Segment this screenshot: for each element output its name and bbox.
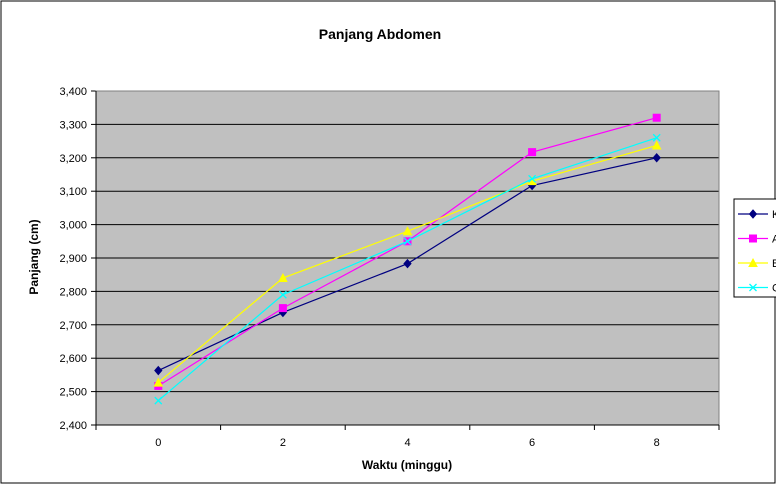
y-tick-label: 3,400 (59, 86, 87, 98)
data-point (278, 272, 288, 283)
legend-item: A (738, 234, 776, 246)
x-tick-label: 4 (404, 437, 410, 449)
x-tick-label: 8 (654, 437, 660, 449)
y-tick-label: 2,500 (59, 387, 87, 399)
data-point (652, 153, 661, 163)
legend-item: C (738, 283, 776, 295)
data-point (402, 226, 413, 236)
y-tick-label: 2,900 (59, 253, 87, 265)
y-tick-label: 3,300 (59, 119, 87, 131)
legend-label: K (772, 209, 776, 221)
data-point (528, 174, 537, 183)
data-point (154, 365, 163, 376)
y-tick-label: 2,800 (59, 286, 87, 298)
chart-title: Panjang Abdomen (319, 26, 441, 42)
data-point (651, 140, 662, 150)
legend-label: B (772, 258, 776, 270)
data-point (278, 304, 287, 313)
data-point (154, 396, 163, 405)
y-tick-label: 2,400 (59, 420, 87, 432)
x-tick-label: 6 (529, 437, 535, 449)
y-tick-label: 3,100 (59, 186, 87, 198)
legend-marker (749, 283, 757, 292)
data-point (403, 258, 412, 269)
x-tick-label: 2 (280, 437, 286, 449)
series-C (154, 133, 661, 405)
data-point (403, 237, 412, 246)
data-point (278, 290, 287, 299)
legend-box (733, 198, 776, 298)
legend-item: K (738, 209, 776, 221)
x-axis-title: Waktu (minggu) (362, 458, 452, 472)
data-point (528, 148, 537, 157)
y-tick-label: 3,000 (59, 220, 87, 232)
legend-marker (748, 257, 758, 267)
y-tick-label: 3,200 (59, 153, 87, 165)
y-axis-title: Panjang (cm) (27, 219, 41, 294)
legend: K AB C (733, 198, 776, 298)
legend-label: C (772, 283, 776, 295)
y-tick-label: 2,600 (59, 353, 87, 365)
data-point (652, 113, 661, 122)
legend-marker (749, 234, 757, 243)
legend-marker (748, 209, 758, 219)
y-tick-label: 2,700 (59, 320, 87, 332)
data-point (153, 377, 164, 387)
x-tick-label: 0 (155, 437, 161, 449)
series-B (153, 140, 662, 387)
data-point (652, 133, 661, 142)
legend-item: B (738, 257, 776, 270)
plot-area: 2,400 2,500 2,600 2,700 2,800 2,900 3,000 3,100… (59, 86, 720, 449)
legend-label: A (772, 234, 776, 246)
